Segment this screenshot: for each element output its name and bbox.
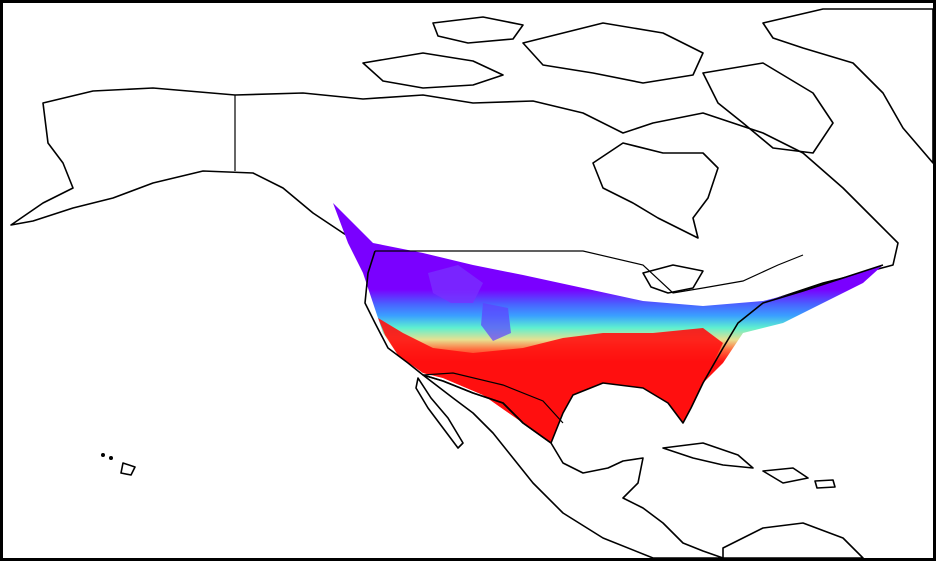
hispaniola xyxy=(762,467,809,484)
cuba xyxy=(662,442,754,469)
us-mexico-border xyxy=(422,372,564,424)
hawaii-islet-1 xyxy=(101,453,105,457)
great-lakes xyxy=(642,264,704,294)
mexico xyxy=(422,374,724,558)
temperate-band xyxy=(333,203,883,443)
baja xyxy=(415,377,464,449)
baffin-island xyxy=(702,62,834,154)
puerto-rico xyxy=(814,479,836,489)
us-coast xyxy=(364,250,884,444)
hawaii-islet-2 xyxy=(109,456,113,460)
hudson-bay xyxy=(592,142,719,239)
rockies-cool-2 xyxy=(481,303,511,341)
arctic-island-2 xyxy=(522,22,704,84)
southwest-warm xyxy=(378,318,723,443)
rockies-cool xyxy=(428,265,483,303)
arctic-island-1 xyxy=(362,52,504,89)
hawaii xyxy=(120,462,136,476)
south-america xyxy=(722,522,864,558)
climate-map xyxy=(10,8,933,558)
greenland xyxy=(762,8,933,164)
us-canada-border xyxy=(375,250,804,294)
arctic-island-3 xyxy=(432,16,524,44)
